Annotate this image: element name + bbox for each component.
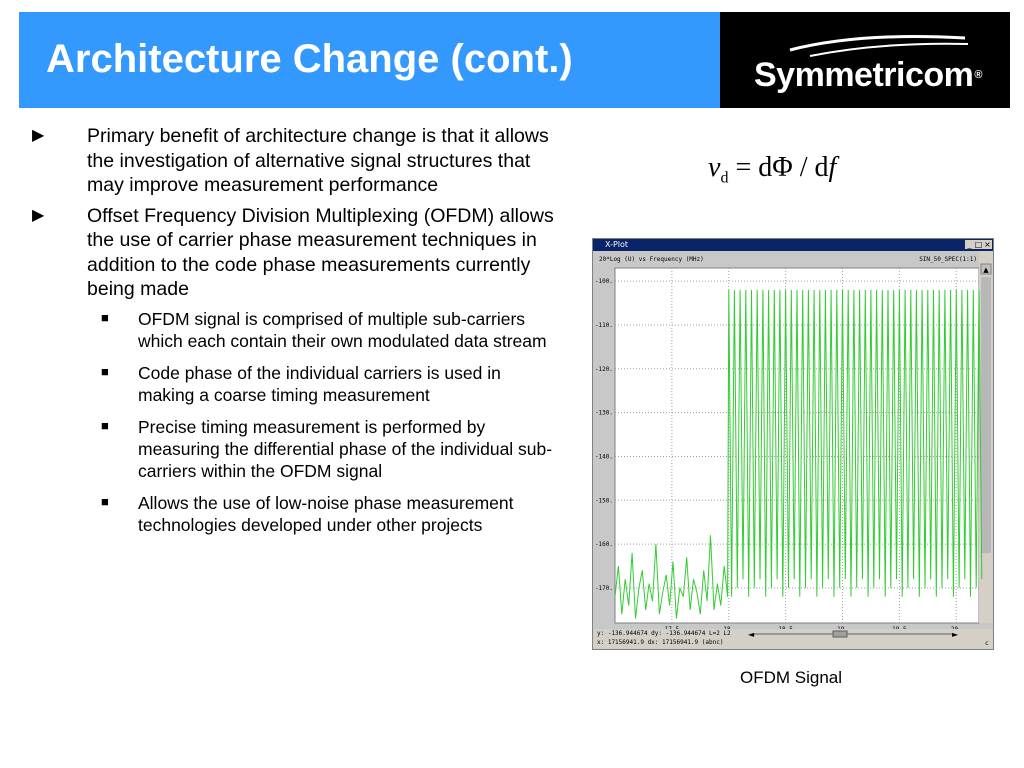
y-tick-label: -150.	[595, 497, 613, 504]
bullet-text: Offset Frequency Division Multiplexing (…	[87, 204, 554, 301]
slider-left-arrow-icon[interactable]: ◄	[748, 630, 755, 639]
maximize-button[interactable]: □	[974, 240, 983, 249]
square-bullet-icon: ■	[101, 363, 109, 379]
window-titlebar[interactable]: X-Plot _ □ ×	[593, 239, 993, 251]
title-bar: Architecture Change (cont.)	[19, 12, 720, 108]
slider-right-arrow-icon[interactable]: ►	[952, 630, 959, 639]
symmetricom-logo: Symmetricom®	[720, 12, 1010, 108]
triangle-bullet-icon: ▶	[32, 206, 45, 224]
y-tick-label: -130.	[595, 410, 613, 417]
trace-group	[614, 289, 983, 619]
logo-word: Symmetricom	[754, 56, 974, 94]
bullet-list: ▶ Primary benefit of architecture change…	[32, 124, 562, 546]
corner-label: c	[985, 640, 989, 647]
window-title: X-Plot	[605, 240, 629, 249]
scroll-up-button[interactable]	[980, 263, 992, 275]
y-tick-label: -110.	[595, 322, 613, 329]
formula-rhs: = dΦ / d	[728, 152, 829, 183]
sub-bullet-item: ■ Allows the use of low-noise phase meas…	[101, 492, 562, 536]
close-button[interactable]: ×	[983, 240, 992, 249]
scrollbar-thumb[interactable]	[981, 277, 991, 553]
sub-bullet-text: Code phase of the individual carriers is…	[138, 362, 501, 405]
readout-line-1: y: -136.944674 dy: -136.944674 L=2 L2	[597, 630, 731, 637]
bullet-item: ▶ Offset Frequency Division Multiplexing…	[32, 204, 562, 302]
y-tick-label: -170.	[595, 585, 613, 592]
triangle-bullet-icon: ▶	[32, 127, 45, 144]
y-tick-label: -160.	[595, 541, 613, 548]
scroll-up-icon: ▲	[983, 266, 989, 274]
y-tick-labels: -100. -110. -120. -130. -140. -150. -160. -170.	[595, 278, 613, 592]
y-tick-label: -120.	[595, 366, 613, 373]
formula-v: v	[708, 152, 721, 183]
figure-caption: OFDM Signal	[740, 668, 843, 687]
xplot-window: X-Plot _ □ × ▲ 20*Log (U) vs Frequency (…	[592, 238, 994, 650]
y-tick-label: -140.	[595, 453, 613, 460]
slide-title: Architecture Change (cont.)	[46, 37, 573, 81]
square-bullet-icon: ■	[101, 417, 109, 433]
minimize-button[interactable]: _	[965, 240, 974, 249]
sub-bullet-item: ■ OFDM signal is comprised of multiple s…	[101, 308, 562, 352]
spectrum-trace	[614, 289, 983, 619]
sub-bullet-text: OFDM signal is comprised of multiple sub…	[138, 308, 547, 351]
bullet-item: ▶ Primary benefit of architecture change…	[32, 124, 562, 198]
horizontal-slider-thumb[interactable]	[832, 630, 848, 638]
logo-text: Symmetricom®	[754, 57, 982, 93]
spectrum-chart: ▲ 20*Log (U) vs Frequency (MHz) SIN_50_S…	[593, 251, 993, 649]
formula-f: f	[828, 152, 837, 183]
phase-velocity-formula: vd = dΦ / df	[708, 152, 836, 188]
sub-bullet-item: ■ Precise timing measurement is performe…	[101, 416, 562, 482]
y-tick-label: -100.	[595, 278, 613, 285]
series-label: SIN_50_SPEC(1:1)	[919, 256, 977, 263]
square-bullet-icon: ■	[101, 309, 109, 325]
formula-subscript: d	[720, 169, 729, 187]
square-bullet-icon: ■	[101, 493, 109, 509]
plot-label: 20*Log (U) vs Frequency (MHz)	[599, 256, 704, 263]
readout-line-2: x: 17156941.9 dx: 17156941.9 (abnc)	[597, 639, 723, 646]
bullet-text: Primary benefit of architecture change i…	[87, 125, 549, 196]
sub-bullet-text: Precise timing measurement is performed …	[138, 416, 553, 481]
sub-bullet-text: Allows the use of low-noise phase measur…	[138, 492, 514, 535]
logo-swoosh-icon	[789, 35, 969, 57]
sub-bullet-item: ■ Code phase of the individual carriers …	[101, 362, 562, 406]
logo-registered-mark: ®	[974, 69, 982, 81]
